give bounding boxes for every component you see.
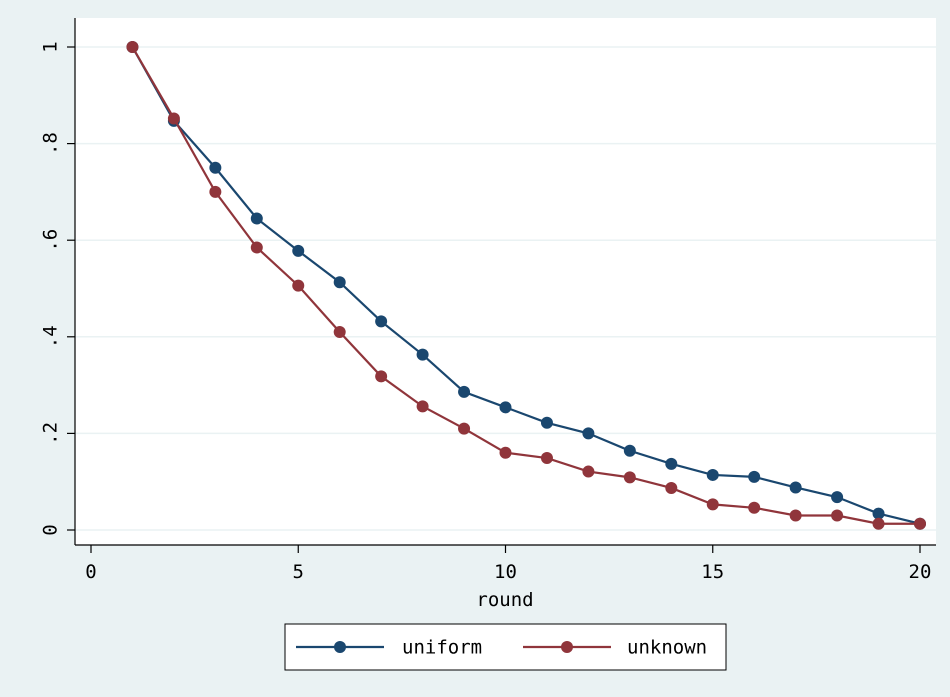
data-point-uniform — [333, 276, 346, 289]
x-ticks: 0 5 10 15 20 — [85, 545, 931, 583]
legend-marker — [334, 641, 346, 653]
data-point-unknown — [292, 279, 305, 292]
series-line-uniform — [131, 46, 921, 525]
data-point-unknown — [582, 465, 595, 478]
data-point-uniform — [872, 507, 885, 520]
data-point-unknown — [499, 446, 512, 459]
series-line-unknown — [131, 46, 920, 525]
data-point-unknown — [250, 241, 263, 254]
data-point-uniform — [706, 468, 719, 481]
data-point-unknown — [914, 517, 926, 530]
series-unknown — [126, 41, 926, 530]
y-tick-label: .6 — [40, 229, 62, 252]
x-tick-label: 0 — [85, 561, 96, 583]
y-tick-label: .2 — [40, 422, 62, 445]
legend: uniform unknown — [284, 623, 727, 671]
data-point-uniform — [499, 401, 512, 414]
y-tick-label: 1 — [40, 41, 62, 52]
data-point-unknown — [872, 517, 885, 530]
data-point-unknown — [665, 481, 678, 494]
data-point-unknown — [706, 498, 719, 511]
data-point-unknown — [375, 370, 388, 383]
x-tick-label: 15 — [701, 561, 724, 583]
x-tick-label: 20 — [909, 561, 932, 583]
data-point-unknown — [416, 400, 429, 413]
data-point-unknown — [748, 501, 761, 514]
data-point-uniform — [416, 348, 429, 361]
data-point-unknown — [167, 112, 180, 125]
x-tick-label: 10 — [494, 561, 517, 583]
x-axis-label: round — [476, 589, 533, 611]
data-point-uniform — [789, 481, 802, 494]
data-point-uniform — [458, 385, 471, 398]
grid-lines — [75, 46, 936, 531]
legend-item-uniform: uniform — [296, 637, 482, 659]
data-point-unknown — [540, 452, 553, 465]
legend-items: uniform unknown — [296, 637, 707, 659]
data-point-uniform — [540, 416, 553, 429]
y-tick-label: 0 — [40, 524, 62, 535]
data-point-uniform — [665, 457, 678, 470]
y-tick-label: .4 — [40, 325, 62, 348]
y-tick-label: .8 — [40, 132, 62, 155]
legend-label: uniform — [402, 637, 482, 659]
x-tick-label: 5 — [293, 561, 304, 583]
data-point-uniform — [623, 444, 636, 457]
data-point-unknown — [623, 471, 636, 484]
data-point-uniform — [250, 212, 263, 225]
data-point-uniform — [831, 491, 844, 504]
data-point-unknown — [126, 41, 139, 53]
data-point-unknown — [333, 325, 346, 338]
legend-marker — [561, 641, 573, 653]
data-point-unknown — [789, 509, 802, 522]
data-point-uniform — [748, 470, 761, 483]
series — [126, 41, 926, 530]
legend-label: unknown — [627, 637, 707, 659]
data-point-uniform — [209, 161, 222, 174]
plot-area — [75, 18, 936, 545]
data-point-uniform — [375, 315, 388, 328]
data-point-uniform — [582, 427, 595, 440]
y-ticks: 0 .2 .4 .6 .8 1 — [40, 41, 75, 536]
legend-item-unknown: unknown — [523, 637, 707, 659]
data-point-unknown — [831, 509, 844, 522]
data-point-unknown — [209, 185, 222, 198]
data-point-uniform — [292, 244, 305, 257]
data-point-unknown — [458, 422, 471, 435]
